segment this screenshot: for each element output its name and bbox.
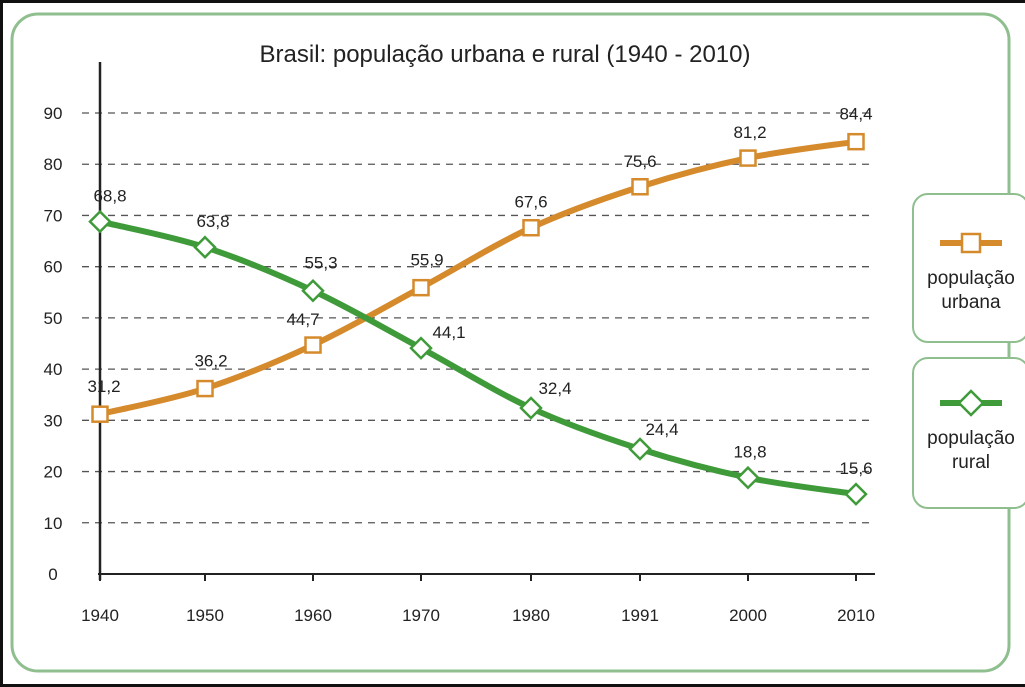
y-tick-label-90: 90 bbox=[44, 104, 63, 123]
x-tick-label-1970: 1970 bbox=[402, 606, 440, 625]
y-tick-label-0: 0 bbox=[48, 565, 57, 584]
legend-rural-label-1: população bbox=[914, 427, 1025, 451]
data-label-urbana-1940: 31,2 bbox=[87, 377, 120, 396]
data-label-urbana-1970: 55,9 bbox=[410, 251, 443, 270]
data-label-rural-1940: 68,8 bbox=[93, 187, 126, 206]
data-label-rural-2010: 15,6 bbox=[839, 459, 872, 478]
data-label-urbana-1980: 67,6 bbox=[514, 193, 547, 212]
data-label-urbana-1950: 36,2 bbox=[194, 352, 227, 371]
marker-urbana-1991 bbox=[633, 179, 648, 194]
legend-urbana-swatch bbox=[926, 231, 1016, 255]
data-label-rural-1970: 44,1 bbox=[432, 323, 465, 342]
data-label-rural-2000: 18,8 bbox=[733, 443, 766, 462]
data-label-urbana-2000: 81,2 bbox=[733, 123, 766, 142]
marker-urbana-1950 bbox=[198, 381, 213, 396]
legend-urbana-label-1: população bbox=[914, 267, 1025, 291]
legend-rural-swatch bbox=[926, 389, 1016, 417]
y-tick-label-60: 60 bbox=[44, 258, 63, 277]
x-tick-label-1950: 1950 bbox=[186, 606, 224, 625]
marker-urbana-2000 bbox=[741, 151, 756, 166]
marker-urbana-2010 bbox=[849, 134, 864, 149]
chart-title: Brasil: população urbana e rural (1940 -… bbox=[260, 41, 751, 68]
legend-rural-label-2: rural bbox=[914, 451, 1025, 475]
x-tick-label-2000: 2000 bbox=[729, 606, 767, 625]
data-label-urbana-1991: 75,6 bbox=[623, 152, 656, 171]
x-tick-label-2010: 2010 bbox=[837, 606, 875, 625]
data-label-rural-1960: 55,3 bbox=[304, 254, 337, 273]
legend-rural: população rural bbox=[912, 357, 1025, 509]
legend-urbana: população urbana bbox=[912, 193, 1025, 343]
x-tick-label-1940: 1940 bbox=[81, 606, 119, 625]
marker-urbana-1940 bbox=[93, 407, 108, 422]
legend-rural-marker bbox=[959, 391, 983, 415]
y-tick-label-50: 50 bbox=[44, 309, 63, 328]
legend-urbana-marker bbox=[962, 234, 980, 252]
y-tick-label-20: 20 bbox=[44, 463, 63, 482]
data-label-urbana-2010: 84,4 bbox=[839, 105, 872, 124]
y-tick-label-10: 10 bbox=[44, 514, 63, 533]
data-label-urbana-1960: 44,7 bbox=[286, 310, 319, 329]
legend-urbana-label-2: urbana bbox=[914, 291, 1025, 315]
data-label-rural-1980: 32,4 bbox=[538, 379, 571, 398]
marker-urbana-1960 bbox=[306, 338, 321, 353]
data-label-rural-1950: 63,8 bbox=[196, 212, 229, 231]
x-tick-label-1960: 1960 bbox=[294, 606, 332, 625]
y-tick-label-70: 70 bbox=[44, 206, 63, 225]
x-tick-label-1991: 1991 bbox=[621, 606, 659, 625]
y-tick-label-40: 40 bbox=[44, 360, 63, 379]
x-tick-label-1980: 1980 bbox=[512, 606, 550, 625]
marker-urbana-1970 bbox=[414, 280, 429, 295]
y-tick-label-80: 80 bbox=[44, 155, 63, 174]
y-tick-label-30: 30 bbox=[44, 411, 63, 430]
marker-urbana-1980 bbox=[524, 220, 539, 235]
data-label-rural-1991: 24,4 bbox=[645, 420, 678, 439]
